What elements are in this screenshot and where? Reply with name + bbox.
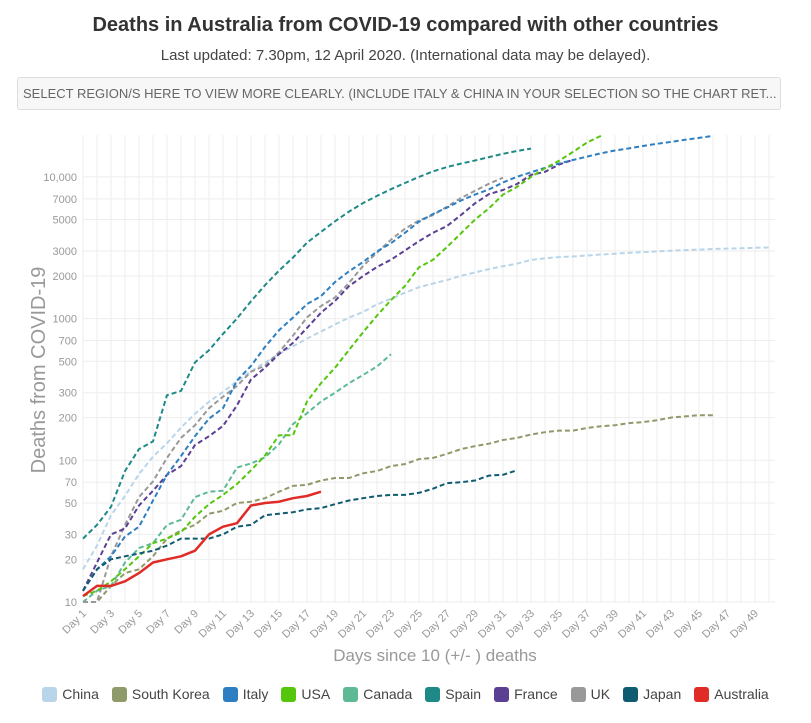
x-tick-label: Day 17: [280, 608, 313, 641]
x-tick-label: Day 3: [88, 608, 117, 637]
series-line-china[interactable]: [82, 246, 770, 570]
x-tick-label: Day 49: [728, 608, 761, 641]
legend-label: Italy: [242, 686, 269, 702]
chart-title: Deaths in Australia from COVID-19 compar…: [92, 14, 719, 36]
y-tick-label: 10,000: [43, 172, 77, 184]
x-tick-label: Day 25: [392, 608, 425, 641]
y-tick-label: 3000: [53, 246, 77, 258]
y-tick-label: 300: [59, 388, 77, 400]
legend-label: Canada: [363, 686, 413, 702]
series-line-south-korea[interactable]: [83, 414, 713, 603]
legend-swatch: [425, 686, 441, 702]
y-tick-label: 100: [59, 455, 77, 467]
legend-item-canada[interactable]: Canada: [343, 686, 412, 702]
legend-label: Australia: [714, 686, 769, 702]
y-tick-label: 1000: [53, 314, 77, 326]
y-tick-label: 7000: [53, 194, 77, 206]
series-line-australia[interactable]: [82, 490, 322, 598]
legend-label: USA: [301, 686, 331, 702]
x-tick-label: Day 33: [504, 608, 537, 641]
series-line-spain[interactable]: [82, 147, 532, 540]
x-tick-label: Day 15: [252, 608, 285, 641]
y-axis-title: Deaths from COVID-19: [28, 267, 50, 474]
series-line-italy[interactable]: [82, 134, 714, 592]
legend-item-uk[interactable]: UK: [570, 686, 611, 702]
region-selector[interactable]: SELECT REGION/S HERE TO VIEW MORE CLEARL…: [17, 77, 781, 110]
legend-item-japan[interactable]: Japan: [623, 686, 681, 702]
legend-label: Spain: [445, 686, 482, 702]
legend-label: UK: [590, 686, 611, 702]
legend-item-france[interactable]: France: [494, 686, 558, 702]
y-tick-label: 10: [65, 597, 77, 609]
legend-item-spain[interactable]: Spain: [425, 686, 481, 702]
x-tick-label: Day 23: [364, 608, 397, 641]
x-tick-label: Day 45: [672, 608, 705, 641]
series-lines: [82, 134, 770, 603]
y-tick-label: 20: [65, 554, 77, 566]
legend: China South Korea Italy USA Canada Spain Franc…: [0, 686, 811, 702]
y-tick-label: 2000: [53, 271, 77, 283]
legend-swatch: [570, 686, 586, 702]
x-tick-label: Day 47: [700, 608, 733, 641]
y-tick-label: 700: [59, 336, 77, 348]
x-tick-label: Day 43: [644, 608, 677, 641]
y-tick-label: 30: [65, 529, 77, 541]
y-axis: 10 20 30 50 70 100 200 300 500 700 1000 2000 3000 500…: [43, 172, 77, 609]
x-tick-label: Day 7: [144, 608, 173, 637]
legend-swatch: [281, 686, 297, 702]
y-tick-label: 200: [59, 413, 77, 425]
series-line-france[interactable]: [82, 158, 574, 592]
x-tick-label: Day 19: [308, 608, 341, 641]
legend-item-china[interactable]: China: [42, 686, 99, 702]
chart-subtitle: Last updated: 7.30pm, 12 April 2020. (In…: [160, 47, 651, 64]
x-tick-label: Day 39: [588, 608, 621, 641]
x-tick-label: Day 35: [532, 608, 565, 641]
x-tick-label: Day 27: [420, 608, 453, 641]
x-tick-label: Day 13: [224, 608, 257, 641]
x-tick-label: Day 37: [560, 608, 593, 641]
legend-swatch: [343, 686, 359, 702]
y-tick-label: 500: [59, 356, 77, 368]
legend-swatch: [623, 686, 639, 702]
series-line-canada[interactable]: [82, 353, 392, 603]
grid: [82, 135, 775, 603]
x-tick-label: Day 5: [116, 608, 145, 637]
legend-swatch: [494, 686, 510, 702]
legend-label: China: [62, 686, 99, 702]
series-line-usa[interactable]: [82, 134, 602, 598]
legend-label: Japan: [643, 686, 682, 702]
x-tick-label: Day 1: [60, 608, 89, 637]
y-tick-label: 5000: [53, 215, 77, 227]
x-axis-title: Days since 10 (+/- ) deaths: [333, 646, 537, 665]
x-tick-label: Day 21: [336, 608, 369, 641]
legend-swatch: [694, 686, 710, 702]
y-tick-label: 70: [65, 477, 77, 489]
line-chart: 10 20 30 50 70 100 200 300 500 700 1000 2000 3000 500…: [28, 134, 775, 665]
legend-swatch: [42, 686, 58, 702]
x-tick-label: Day 41: [616, 608, 649, 641]
legend-label: France: [514, 686, 558, 702]
series-line-japan[interactable]: [82, 469, 518, 592]
legend-item-australia[interactable]: Australia: [694, 686, 769, 702]
legend-item-south-korea[interactable]: South Korea: [111, 686, 210, 702]
x-tick-label: Day 29: [448, 608, 481, 641]
legend-swatch: [222, 686, 238, 702]
x-tick-label: Day 31: [476, 608, 509, 641]
y-tick-label: 50: [65, 498, 77, 510]
legend-label: South Korea: [131, 686, 210, 702]
legend-item-usa[interactable]: USA: [281, 686, 330, 702]
legend-item-italy[interactable]: Italy: [222, 686, 269, 702]
x-tick-label: Day 11: [197, 608, 230, 641]
legend-swatch: [111, 686, 127, 702]
